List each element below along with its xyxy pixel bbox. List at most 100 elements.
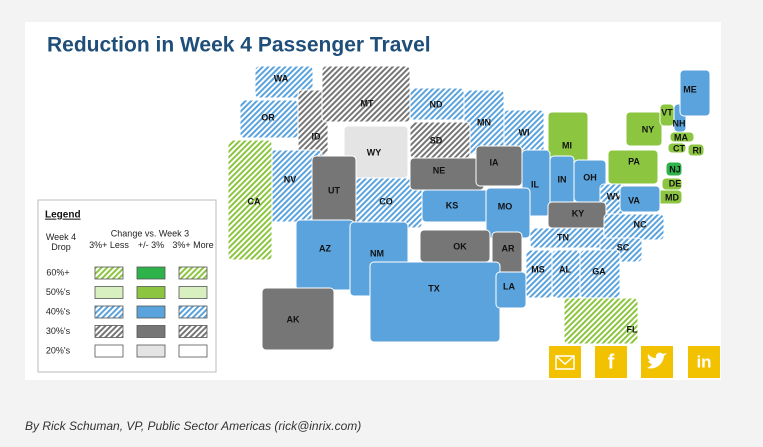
state-label: TN xyxy=(557,232,569,242)
state-label: AR xyxy=(502,243,515,253)
state-label: NH xyxy=(673,118,686,128)
legend-swatch xyxy=(178,286,208,299)
state-label: MI xyxy=(562,140,572,150)
state-label: WY xyxy=(367,147,382,157)
state-label: LA xyxy=(503,281,515,291)
facebook-button[interactable] xyxy=(595,346,627,378)
linkedin-icon: in xyxy=(696,352,711,371)
legend-swatch xyxy=(94,305,124,319)
state-label: NV xyxy=(284,174,297,184)
state-label: DE xyxy=(669,178,682,188)
state-label: WV xyxy=(607,191,622,201)
state xyxy=(563,297,639,345)
state-label: ID xyxy=(312,131,322,141)
state-label: NJ xyxy=(669,164,681,174)
legend-column-label: 3%+ Less xyxy=(89,240,129,250)
state-label: AL xyxy=(559,264,571,274)
state-label: MA xyxy=(674,132,688,142)
twitter-icon xyxy=(647,352,667,369)
legend-swatch xyxy=(136,305,166,319)
legend-column-box: +/- 3% xyxy=(137,240,165,250)
state-label: OK xyxy=(453,241,467,251)
state xyxy=(475,145,523,187)
legend-column-header: Change vs. Week 3 xyxy=(111,228,189,238)
state-label: MO xyxy=(498,201,513,211)
email-icon-flap xyxy=(555,355,575,366)
state xyxy=(619,185,661,213)
share-bar: f in xyxy=(549,346,720,378)
state xyxy=(669,131,695,143)
legend-column-label: +/- 3% xyxy=(137,240,165,250)
legend-swatch xyxy=(94,266,124,280)
facebook-icon: f xyxy=(608,351,615,373)
state xyxy=(667,142,687,154)
legend-swatch xyxy=(136,344,166,358)
state-label: NE xyxy=(433,165,446,175)
legend-swatch xyxy=(94,286,124,299)
legend-row-label: 20%'s xyxy=(46,345,71,355)
legend: Legend Change vs. Week 3 Week 4 Drop 3%+… xyxy=(37,199,217,373)
state-label: KS xyxy=(446,200,459,210)
state xyxy=(254,65,314,99)
state-label: MD xyxy=(665,192,679,202)
state-label: ND xyxy=(430,99,443,109)
legend-row-label: 50%'s xyxy=(46,287,71,297)
legend-swatch xyxy=(136,325,166,338)
state-label: IL xyxy=(531,179,540,189)
state xyxy=(295,219,355,291)
state xyxy=(679,69,711,117)
email-button[interactable] xyxy=(549,346,581,378)
state xyxy=(227,139,273,261)
email-icon xyxy=(555,355,575,370)
state-label: MS xyxy=(531,264,545,274)
state-label: FL xyxy=(627,324,638,334)
state-label: IA xyxy=(490,157,500,167)
state-label: SC xyxy=(617,242,630,252)
legend-swatch xyxy=(136,286,166,299)
title: Reduction in Week 4 Passenger Travel xyxy=(47,34,431,57)
state-label: CO xyxy=(379,196,393,206)
legend-row-header: Week 4 Drop xyxy=(45,232,77,252)
state-label: OR xyxy=(261,112,275,122)
state-label: NY xyxy=(642,124,655,134)
state xyxy=(495,271,527,309)
legend-row-header-box: Week 4 Drop xyxy=(45,232,77,252)
state-label: VT xyxy=(661,107,673,117)
state-label: CA xyxy=(248,196,261,206)
legend-row-label: 40%'s xyxy=(46,306,71,316)
state-label: OH xyxy=(583,172,597,182)
legend-title: Legend xyxy=(45,210,81,221)
legend-swatch xyxy=(178,266,208,280)
state-label: NM xyxy=(370,248,384,258)
state xyxy=(369,261,501,343)
legend-swatch xyxy=(94,344,124,358)
legend-column-box: 3%+ Less xyxy=(89,240,129,250)
state-label: RI xyxy=(693,145,702,155)
state-label: KY xyxy=(572,208,585,218)
state-label: AK xyxy=(287,314,300,324)
linkedin-button[interactable] xyxy=(688,346,720,378)
state-label: WI xyxy=(519,127,530,137)
legend-swatch xyxy=(178,344,208,358)
state xyxy=(687,143,705,157)
state-label: AZ xyxy=(319,243,331,253)
state xyxy=(485,187,531,239)
legend-swatch xyxy=(178,325,208,338)
state-label: SD xyxy=(430,135,443,145)
state-label: IN xyxy=(558,174,567,184)
legend-column-label: 3%+ More xyxy=(172,240,214,250)
state-label: VA xyxy=(628,195,640,205)
state-label: ME xyxy=(683,84,697,94)
legend-row-label: 30%'s xyxy=(46,326,71,336)
legend-row-label: 60%+ xyxy=(46,267,69,277)
state-label: NC xyxy=(634,219,647,229)
state-label: CT xyxy=(673,143,685,153)
state xyxy=(409,157,485,191)
byline: By Rick Schuman, VP, Public Sector Ameri… xyxy=(25,419,361,433)
state xyxy=(321,65,411,123)
state-label: MN xyxy=(477,117,491,127)
legend-column-box: 3%+ More xyxy=(172,240,214,250)
state-label: TX xyxy=(428,283,440,293)
